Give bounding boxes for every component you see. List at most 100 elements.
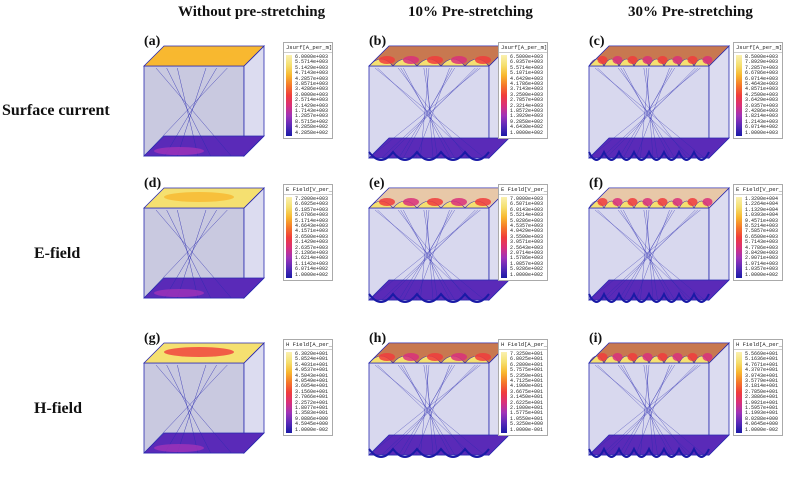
- legend-value: 7.2000e+003: [295, 196, 329, 202]
- legend-value: 4.1786e+003: [510, 81, 544, 88]
- panel-label: (a): [144, 34, 161, 49]
- legend-value: 6.5000e+003: [510, 54, 544, 60]
- legend-value: 5.9286e+002: [510, 266, 544, 273]
- legend-value: 1.0000e-002: [295, 426, 329, 433]
- legend-title: Jsurf[A_per_m]: [734, 44, 782, 53]
- field-plot-e: [368, 187, 510, 303]
- legend-value: 1.3200e+004: [745, 196, 779, 202]
- colorbar-legend: E Field[V_per_m]7.0000e+0036.5071e+0036.…: [498, 184, 548, 282]
- field-hotspot: [451, 56, 467, 64]
- row-header-surface-current: Surface current: [2, 102, 110, 119]
- colorbar-legend: Jsurf[A_per_m] 6.0000e+003 5.5714e+003 5.14…: [283, 42, 333, 140]
- legend-value: 5.7575e+001: [510, 367, 544, 374]
- legend-value: 9.0886e+000: [295, 415, 329, 422]
- simulation-box: [143, 342, 265, 454]
- colorbar-legend: H Field[A_per_m]5.5669e+0015.1636e+0014.…: [733, 339, 783, 437]
- legend-value: 7.5857e+003: [745, 228, 779, 235]
- field-hotspot: [164, 192, 234, 202]
- legend-value: 6.5071e+003: [510, 201, 544, 208]
- legend-value: 6.6500e+003: [745, 233, 779, 240]
- legend-value: 1.5775e+001: [510, 410, 544, 417]
- field-hotspot: [154, 444, 204, 452]
- simulation-box: [588, 187, 730, 303]
- legend-value: 4.0645e+000: [745, 421, 779, 428]
- legend-value: 2.6357e+003: [295, 244, 329, 251]
- legend-value: 1.0393e+004: [745, 212, 779, 219]
- field-hotspot: [164, 50, 234, 60]
- legend-value: 1.3929e+003: [510, 113, 544, 120]
- legend-value: 6.0000e+003: [295, 54, 329, 60]
- legend-value: 8.0288e+000: [745, 415, 779, 422]
- legend-value: 5.1636e+001: [745, 356, 779, 363]
- field-hotspot: [657, 353, 668, 361]
- colorbar-legend: H Field[A_per_m]7.3250e+0016.8025e+0016.…: [498, 339, 548, 437]
- field-plot-i: [588, 342, 730, 458]
- color-bar: [286, 352, 292, 433]
- bottom-wave: [588, 149, 710, 161]
- legend-value: 6.0357e+003: [510, 59, 544, 66]
- legend-value: 6.0714e+003: [745, 75, 779, 82]
- legend-value: 2.2572e+001: [295, 399, 329, 406]
- legend-value: 4.0549e+001: [295, 378, 329, 385]
- color-bar: [501, 352, 507, 433]
- field-plot-g: [143, 342, 265, 454]
- field-hotspot: [627, 56, 638, 64]
- legend-value: 4.5945e+000: [295, 421, 329, 428]
- legend-value: 3.0000e+003: [295, 91, 329, 98]
- legend-value: 4.9537e+001: [295, 367, 329, 374]
- legend-value: 7.3250e+001: [510, 351, 544, 357]
- legend-value: 1.5957e+001: [745, 405, 779, 412]
- simulation-box: [143, 45, 265, 157]
- legend-value: 6.1857e+003: [295, 206, 329, 213]
- panel-label: (i): [589, 331, 603, 346]
- legend-value: 1.0000e-002: [745, 426, 779, 433]
- legend-value: 5.1071e+003: [510, 70, 544, 77]
- legend-value: 3.6054e+001: [295, 383, 329, 390]
- bottom-wave: [588, 291, 710, 303]
- legend-value: 3.8429e+003: [745, 250, 779, 257]
- field-hotspot: [475, 353, 491, 361]
- field-hotspot: [597, 353, 608, 361]
- simulation-box: [368, 187, 510, 303]
- column-header-without: Without pre-stretching: [178, 4, 326, 20]
- legend-value: 3.6500e+003: [295, 233, 329, 240]
- field-hotspot: [687, 353, 698, 361]
- legend-value: 5.5714e+003: [510, 64, 544, 71]
- legend-value: 1.3583e+001: [295, 410, 329, 417]
- field-hotspot: [612, 353, 623, 361]
- legend-value: 5.1429e+003: [295, 64, 329, 71]
- field-hotspot: [427, 56, 443, 64]
- field-hotspot: [702, 198, 713, 206]
- field-hotspot: [672, 353, 683, 361]
- legend-value: 4.7125e+001: [510, 378, 544, 385]
- field-hotspot: [642, 198, 653, 206]
- legend-value: 1.6214e+003: [295, 255, 329, 262]
- legend-value: 4.1900e+001: [510, 383, 544, 390]
- field-hotspot: [642, 353, 653, 361]
- legend-value: 2.7066e+001: [295, 394, 329, 401]
- field-hotspot: [451, 353, 467, 361]
- field-plot-c: [588, 45, 730, 161]
- field-hotspot: [687, 56, 698, 64]
- legend-value: 1.0550e+001: [510, 415, 544, 422]
- legend-value: 1.2857e+003: [295, 113, 329, 120]
- field-hotspot: [154, 289, 204, 297]
- legend-value: 9.4571e+003: [745, 217, 779, 224]
- legend-value: 5.6786e+003: [295, 212, 329, 219]
- legend-value: 3.1560e+001: [295, 388, 329, 395]
- colorbar-legend: E Field[V_per_m]1.3200e+0041.2264e+0041.…: [733, 184, 783, 282]
- color-bar: [501, 55, 507, 136]
- field-hotspot: [597, 198, 608, 206]
- legend-title: H Field[A_per_m]: [499, 341, 547, 350]
- field-plot-f: [588, 187, 730, 303]
- color-bar: [736, 352, 742, 433]
- field-plot-h: [368, 342, 510, 458]
- legend-value: 4.6643e+003: [295, 223, 329, 230]
- panel-label: (g): [144, 331, 161, 346]
- row-header-h-field: H-field: [34, 400, 82, 417]
- legend-title: Jsurf[A_per_m]: [284, 44, 332, 53]
- legend-value: 1.1142e+003: [295, 260, 329, 267]
- legend-value: 5.5714e+003: [295, 59, 329, 66]
- field-hotspot: [627, 353, 638, 361]
- legend-value: 3.9743e+001: [745, 372, 779, 379]
